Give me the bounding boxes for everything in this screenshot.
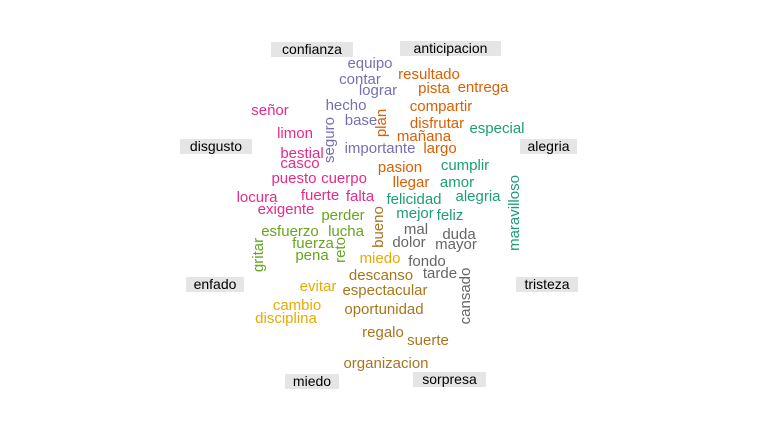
word-gritar: gritar [250,238,267,272]
word-cuerpo: cuerpo [321,170,367,187]
word-locura: locura [237,189,279,206]
word-tarde: tarde [423,265,457,282]
category-label-miedo: miedo [293,373,331,389]
word-reto: reto [332,237,349,263]
word-espectacular: espectacular [342,282,427,299]
word-bestial: bestial [280,145,323,162]
category-label-box-sorpresa [413,372,486,387]
word-amor: amor [440,174,474,191]
word-fuerte: fuerte [301,187,339,204]
category-label-disgusto: disgusto [190,138,242,154]
word-disfrutar: disfrutar [410,115,464,132]
word-esfuerzo: esfuerzo [261,223,319,240]
word-pista: pista [418,80,450,97]
word-cumplir: cumplir [441,157,489,174]
category-label-box-alegria [520,139,577,154]
word-suerte: suerte [407,332,449,349]
word-plan: plan [373,109,390,137]
word-cansado: cansado [457,268,474,325]
word-resultado: resultado [398,66,460,83]
word-largo: largo [423,140,456,157]
word-mayor: mayor [435,236,477,253]
word-pasion: pasion [378,159,422,176]
word-evitar: evitar [300,278,337,295]
word-contar: contar [339,71,381,88]
category-label-tristeza: tristeza [524,276,569,292]
word-fuerza: fuerza [292,235,334,252]
word-entrega: entrega [458,79,510,96]
word-lucha: lucha [328,223,365,240]
word-duda: duda [442,226,476,243]
word-alegria: alegria [455,188,501,205]
word-descanso: descanso [349,267,413,284]
word-feliz: feliz [437,207,464,224]
word-mal: mal [404,221,428,238]
category-label-alegria: alegria [527,138,569,154]
word-bueno: bueno [370,206,387,248]
category-label-anticipacion: anticipacion [414,40,488,56]
word-falta: falta [346,188,375,205]
word-puesto: puesto [271,170,316,187]
word-exigente: exigente [258,201,315,218]
word-casco: casco [280,155,319,172]
word-disciplina: disciplina [255,310,317,327]
word-dolor: dolor [392,234,425,251]
category-label-box-confianza [271,42,353,57]
word-especial: especial [469,120,524,137]
word-pena: pena [295,247,329,264]
category-label-enfado: enfado [194,276,237,292]
word-limon: limon [277,125,313,142]
category-label-box-anticipacion [400,41,501,56]
category-label-box-disgusto [180,139,252,154]
category-label-box-tristeza [516,277,578,292]
word-cambio: cambio [273,297,321,314]
word-llegar: llegar [393,174,430,191]
word-oportunidad: oportunidad [344,301,423,318]
category-label-sorpresa: sorpresa [422,371,477,387]
word-importante: importante [345,140,416,157]
word-regalo: regalo [362,324,404,341]
word-base: base [345,112,378,129]
word-fondo: fondo [408,253,446,270]
word-equipo: equipo [347,55,392,72]
word-felicidad: felicidad [386,191,441,208]
word-miedo: miedo [360,250,401,267]
word-lograr: lograr [359,82,397,99]
word-senor: señor [251,102,289,119]
word-manana: mañana [397,128,452,145]
word-maravilloso: maravilloso [506,175,523,251]
word-perder: perder [321,207,364,224]
word-compartir: compartir [410,98,473,115]
category-label-box-miedo [285,374,339,389]
word-organizacion: organizacion [343,355,428,372]
category-label-box-enfado [186,277,244,292]
word-hecho: hecho [326,97,367,114]
category-label-confianza: confianza [282,41,342,57]
word-seguro: seguro [321,117,338,163]
word-mejor: mejor [396,205,434,222]
